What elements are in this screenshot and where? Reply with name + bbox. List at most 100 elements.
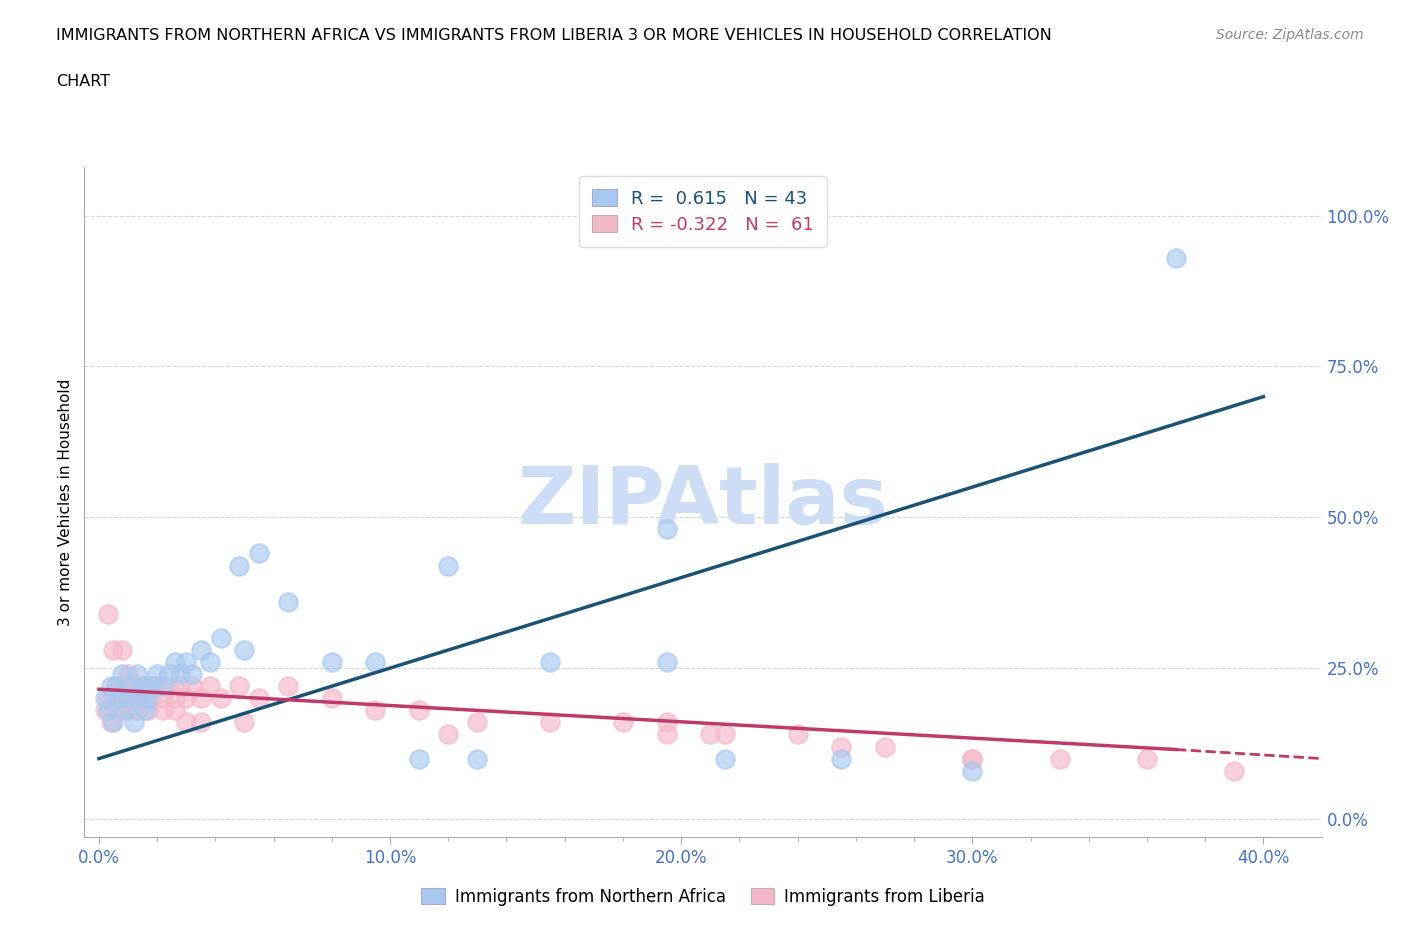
Point	[228, 679, 250, 694]
Point	[141, 679, 163, 694]
Point	[157, 679, 180, 694]
Point	[209, 631, 232, 645]
Point	[612, 715, 634, 730]
Point	[408, 751, 430, 766]
Point	[1164, 250, 1187, 265]
Point	[714, 727, 737, 742]
Point	[146, 667, 169, 682]
Point	[111, 643, 134, 658]
Point	[437, 727, 460, 742]
Point	[125, 667, 148, 682]
Point	[152, 679, 174, 694]
Point	[141, 691, 163, 706]
Text: Source: ZipAtlas.com: Source: ZipAtlas.com	[1216, 28, 1364, 42]
Point	[247, 546, 270, 561]
Point	[97, 606, 120, 621]
Point	[181, 667, 204, 682]
Point	[93, 691, 115, 706]
Point	[786, 727, 808, 742]
Point	[364, 655, 387, 670]
Point	[100, 715, 122, 730]
Point	[174, 715, 197, 730]
Point	[962, 764, 984, 778]
Point	[122, 715, 145, 730]
Point	[97, 691, 120, 706]
Point	[169, 667, 191, 682]
Point	[122, 679, 145, 694]
Point	[467, 751, 489, 766]
Point	[190, 691, 212, 706]
Point	[114, 703, 136, 718]
Point	[830, 751, 852, 766]
Point	[108, 703, 131, 718]
Text: CHART: CHART	[56, 74, 110, 89]
Point	[131, 679, 153, 694]
Point	[157, 667, 180, 682]
Point	[437, 558, 460, 573]
Point	[247, 691, 270, 706]
Point	[128, 691, 150, 706]
Point	[190, 715, 212, 730]
Point	[131, 679, 153, 694]
Point	[163, 703, 186, 718]
Point	[190, 643, 212, 658]
Point	[152, 703, 174, 718]
Point	[655, 655, 678, 670]
Point	[100, 679, 122, 694]
Point	[93, 703, 115, 718]
Y-axis label: 3 or more Vehicles in Household: 3 or more Vehicles in Household	[58, 379, 73, 626]
Point	[962, 751, 984, 766]
Point	[277, 679, 299, 694]
Point	[321, 655, 343, 670]
Point	[321, 691, 343, 706]
Point	[146, 679, 169, 694]
Point	[655, 522, 678, 537]
Point	[152, 691, 174, 706]
Point	[233, 643, 256, 658]
Point	[714, 751, 737, 766]
Point	[174, 691, 197, 706]
Point	[134, 703, 156, 718]
Point	[538, 715, 561, 730]
Point	[699, 727, 721, 742]
Text: IMMIGRANTS FROM NORTHERN AFRICA VS IMMIGRANTS FROM LIBERIA 3 OR MORE VEHICLES IN: IMMIGRANTS FROM NORTHERN AFRICA VS IMMIG…	[56, 28, 1052, 43]
Point	[830, 739, 852, 754]
Point	[128, 691, 150, 706]
Point	[117, 691, 139, 706]
Point	[111, 691, 134, 706]
Point	[364, 703, 387, 718]
Point	[228, 558, 250, 573]
Point	[277, 594, 299, 609]
Point	[108, 691, 131, 706]
Point	[134, 691, 156, 706]
Point	[103, 691, 125, 706]
Legend: R =  0.615   N = 43, R = -0.322   N =  61: R = 0.615 N = 43, R = -0.322 N = 61	[579, 177, 827, 246]
Point	[233, 715, 256, 730]
Legend: Immigrants from Northern Africa, Immigrants from Liberia: Immigrants from Northern Africa, Immigra…	[415, 881, 991, 912]
Point	[873, 739, 896, 754]
Point	[117, 667, 139, 682]
Point	[209, 691, 232, 706]
Point	[1223, 764, 1246, 778]
Point	[114, 679, 136, 694]
Point	[111, 667, 134, 682]
Point	[120, 679, 142, 694]
Point	[408, 703, 430, 718]
Point	[174, 655, 197, 670]
Point	[105, 679, 128, 694]
Point	[97, 703, 120, 718]
Point	[163, 691, 186, 706]
Point	[105, 679, 128, 694]
Point	[125, 703, 148, 718]
Point	[467, 715, 489, 730]
Point	[120, 691, 142, 706]
Point	[169, 679, 191, 694]
Point	[655, 727, 678, 742]
Point	[1136, 751, 1159, 766]
Point	[655, 715, 678, 730]
Point	[538, 655, 561, 670]
Point	[103, 643, 125, 658]
Point	[198, 655, 221, 670]
Point	[1049, 751, 1071, 766]
Point	[962, 751, 984, 766]
